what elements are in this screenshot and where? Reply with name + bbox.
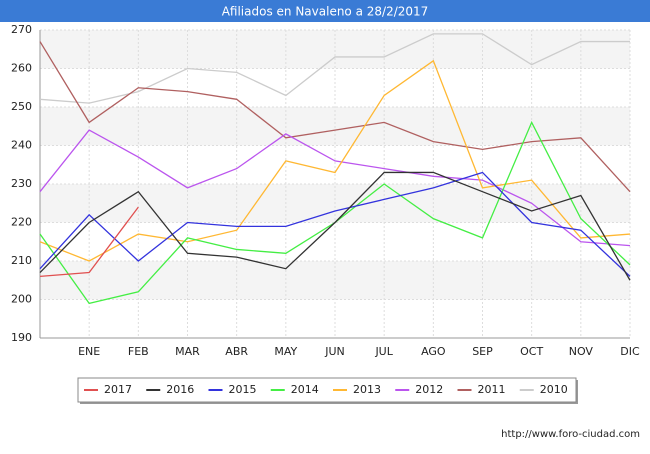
- x-tick-label: DIC: [620, 345, 640, 358]
- legend-label: 2013: [353, 383, 381, 396]
- y-tick-label: 220: [11, 216, 32, 229]
- x-tick-label: SEP: [472, 345, 493, 358]
- x-tick-label: JUL: [374, 345, 393, 358]
- chart-title: Afiliados en Navaleno a 28/2/2017: [222, 5, 429, 19]
- series-line: [39, 171, 631, 277]
- x-tick-label: MAR: [175, 345, 200, 358]
- y-tick-label: 240: [11, 139, 32, 152]
- x-tick-label: NOV: [569, 345, 594, 358]
- x-tick-label: ENE: [78, 345, 100, 358]
- legend-label: 2017: [104, 383, 132, 396]
- x-tick-label: FEB: [128, 345, 149, 358]
- legend-label: 2014: [291, 383, 319, 396]
- y-tick-label: 270: [11, 23, 32, 36]
- legend-label: 2010: [540, 383, 568, 396]
- y-tick-label: 260: [11, 62, 32, 75]
- legend-box: [77, 377, 577, 403]
- x-tick-label: ABR: [225, 345, 248, 358]
- legend-label: 2012: [415, 383, 443, 396]
- series-line: [39, 129, 631, 247]
- series-line: [39, 33, 630, 104]
- x-tick-label: OCT: [520, 345, 543, 358]
- x-tick-label: AGO: [421, 345, 446, 358]
- y-tick-label: 190: [11, 331, 32, 344]
- series-line: [39, 59, 631, 262]
- x-tick-label: JUN: [324, 345, 345, 358]
- series-line: [39, 171, 631, 281]
- y-tick-label: 250: [11, 100, 32, 113]
- y-tick-label: 210: [11, 254, 32, 267]
- y-tick-label: 200: [11, 293, 32, 306]
- series-line: [39, 41, 631, 193]
- x-tick-label: MAY: [274, 345, 297, 358]
- y-tick-label: 230: [11, 177, 32, 190]
- legend-label: 2011: [478, 383, 506, 396]
- source: http://www.foro-ciudad.com: [501, 429, 640, 440]
- title-bar: [0, 0, 650, 22]
- series-line: [39, 206, 139, 278]
- legend-label: 2015: [229, 383, 257, 396]
- legend-label: 2016: [166, 383, 194, 396]
